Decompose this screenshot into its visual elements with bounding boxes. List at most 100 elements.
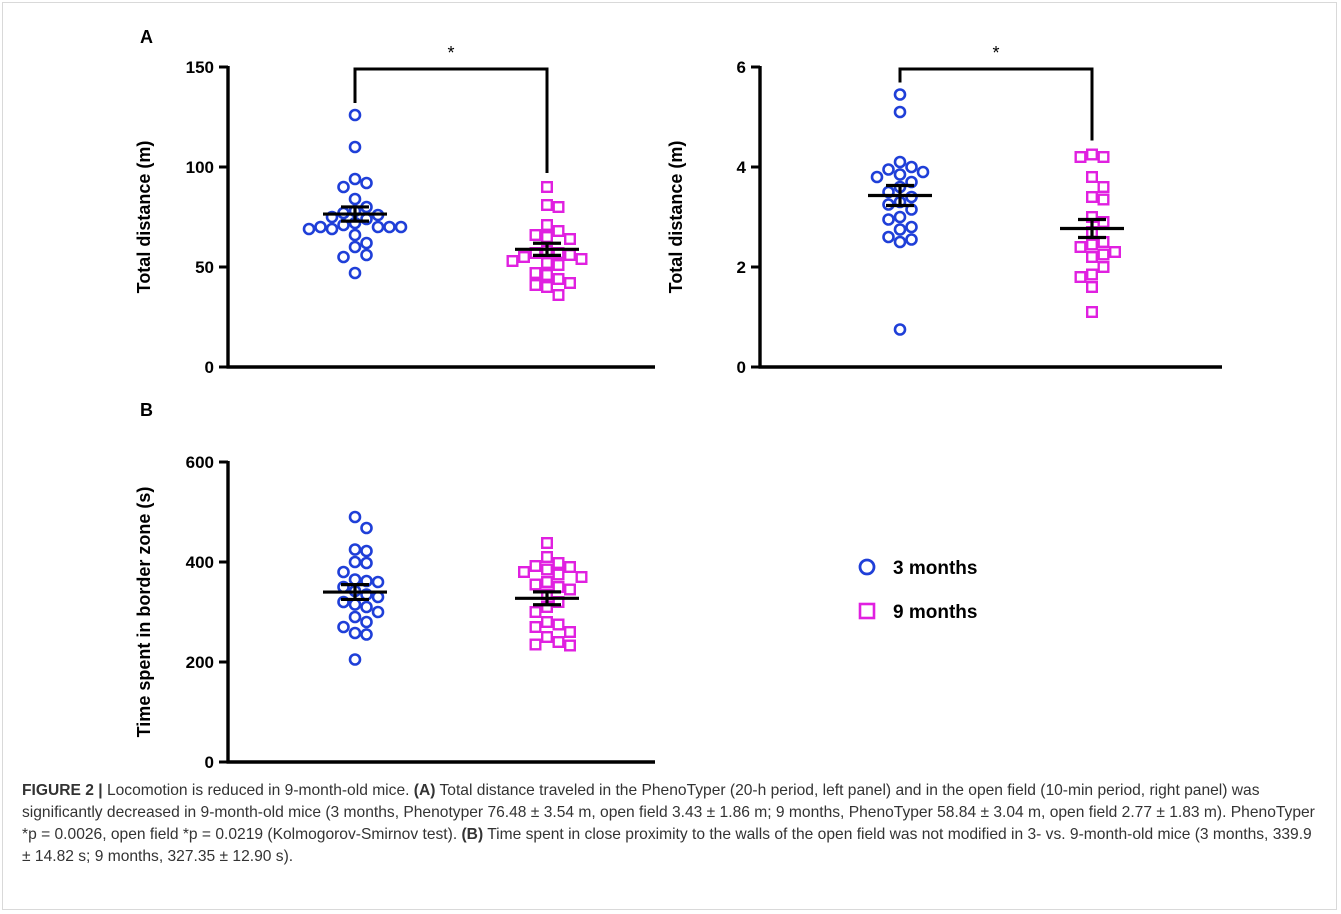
data-point [1097, 215, 1110, 228]
y-tick-label-b: 400 [186, 553, 214, 572]
data-point [564, 232, 577, 245]
data-point [529, 606, 542, 619]
data-point [348, 626, 362, 640]
y-tick-label-a-left: 0 [205, 358, 214, 377]
data-point [541, 563, 554, 576]
y-tick-label-b: 600 [186, 453, 214, 472]
data-point [893, 223, 907, 236]
data-point [371, 220, 385, 234]
data-point [394, 220, 408, 234]
data-point [882, 230, 895, 244]
data-point [1108, 245, 1121, 258]
data-point [541, 180, 554, 193]
panel-label-a: A [140, 27, 153, 47]
data-point [905, 233, 918, 246]
data-point [348, 108, 362, 122]
series-a-right-1 [868, 88, 932, 336]
charts-group: 0 50 100 150 Total distance (m) * 0 2 4 6 Total di… [134, 43, 1222, 770]
data-point [348, 543, 362, 556]
data-point [552, 200, 565, 213]
y-tick-label-a-left: 50 [195, 258, 214, 277]
data-point [529, 267, 542, 280]
caption-text-b: Time spent in close proximity to the wal… [22, 826, 1312, 865]
data-point [337, 565, 350, 579]
data-point [893, 88, 907, 101]
data-point [541, 551, 554, 564]
series-a-left-1 [302, 108, 408, 280]
data-point [541, 257, 554, 270]
data-point [575, 252, 588, 265]
data-point [893, 155, 907, 169]
data-point [564, 248, 577, 261]
data-point [337, 250, 350, 264]
data-point [575, 571, 588, 584]
data-point [325, 210, 339, 224]
data-point [541, 198, 554, 211]
data-point [360, 628, 373, 641]
data-point [893, 323, 907, 336]
data-point [552, 557, 565, 570]
data-point [360, 544, 373, 558]
data-point [893, 105, 907, 119]
data-point [360, 556, 373, 570]
data-point [552, 289, 565, 302]
data-point [893, 210, 907, 224]
data-point [1097, 261, 1110, 274]
data-point [348, 140, 362, 154]
data-point [564, 561, 577, 574]
panel-label-b: B [140, 400, 153, 420]
data-point [302, 222, 316, 236]
data-point [882, 163, 895, 176]
significance-star: * [447, 43, 454, 63]
data-point [348, 653, 362, 666]
legend-item: 9 months [858, 602, 977, 623]
data-point [541, 230, 554, 243]
data-point [337, 595, 350, 609]
data-point [541, 281, 554, 294]
caption-sentence1: Locomotion is reduced in 9-month-old mic… [102, 782, 414, 799]
data-point [564, 277, 577, 290]
data-point [1074, 271, 1087, 284]
data-point [529, 638, 542, 651]
series-a-left-2 [506, 180, 588, 302]
data-point [564, 583, 577, 596]
caption-a-ref: (A) [413, 782, 436, 799]
data-point [905, 220, 918, 234]
data-point [314, 220, 327, 234]
data-point [552, 259, 565, 272]
data-point [1085, 306, 1098, 319]
chart-a-left: 0 50 100 150 Total distance (m) * [134, 43, 655, 377]
data-point [1085, 250, 1098, 263]
data-point [1085, 190, 1098, 203]
data-point [541, 616, 554, 629]
data-point [552, 273, 565, 286]
data-point [870, 170, 884, 184]
y-tick-label-a-right: 2 [737, 258, 746, 277]
data-point [360, 521, 373, 535]
data-point [882, 213, 895, 226]
data-point [1085, 268, 1098, 281]
y-tick-label-a-right: 0 [737, 358, 746, 377]
data-point [1085, 281, 1098, 294]
data-point [1097, 150, 1110, 163]
data-point [371, 575, 385, 589]
data-point [348, 228, 362, 242]
data-point [348, 192, 362, 206]
data-point [541, 631, 554, 644]
series-a-right-2 [1060, 148, 1124, 319]
y-tick-label-a-left: 100 [186, 158, 214, 177]
data-point [1097, 248, 1110, 261]
data-point [337, 180, 350, 194]
y-axis-label-b: Time spent in border zone (s) [134, 487, 154, 738]
data-point [905, 160, 918, 174]
caption-b-ref: (B) [461, 826, 484, 843]
legend-square-icon [858, 602, 876, 620]
data-point [360, 236, 373, 250]
data-point [541, 218, 554, 231]
data-point [552, 568, 565, 581]
y-tick-label-a-right: 4 [737, 158, 747, 177]
caption-text-a: Total distance traveled in the PhenoType… [22, 782, 1315, 843]
significance-bracket [898, 67, 1094, 141]
data-point [552, 618, 565, 631]
series-b-2 [515, 537, 588, 652]
